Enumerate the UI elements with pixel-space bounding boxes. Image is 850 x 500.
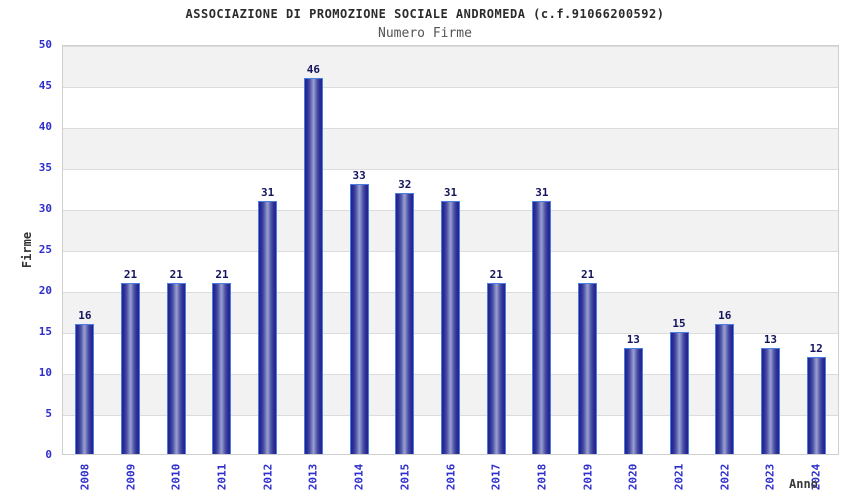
bar-2015 [395,193,414,454]
y-tick-50: 50 [38,38,52,51]
bar-value-label: 31 [535,186,549,199]
y-tick-40: 40 [38,120,52,133]
bar-2010 [167,283,186,454]
bar-2013 [304,78,323,454]
bar-value-label: 31 [261,186,275,199]
bar-2012 [258,201,277,454]
y-tick-5: 5 [45,407,52,420]
bar-value-label: 21 [489,268,503,281]
bar-2021 [670,332,689,454]
bar-2020 [624,348,643,454]
bar-2014 [350,184,369,454]
bar-value-label: 21 [123,268,138,281]
y-tick-0: 0 [45,448,52,461]
bar-2024 [807,357,826,454]
chart-title: ASSOCIAZIONE DI PROMOZIONE SOCIALE ANDRO… [185,7,665,21]
bar-value-label: 21 [169,268,183,281]
bar-2017 [487,283,506,454]
bar-2011 [212,283,231,454]
y-tick-10: 10 [38,366,52,379]
bar-value-label: 13 [763,333,778,346]
bar-value-label: 33 [352,169,366,182]
y-tick-30: 30 [38,202,52,215]
y-tick-25: 25 [38,243,52,256]
bar-value-label: 21 [215,268,229,281]
bar-2009 [121,283,140,454]
chart-subtitle: Numero Firme [378,26,472,41]
bar-value-label: 15 [672,317,686,330]
bar-value-label: 32 [398,178,412,191]
y-tick-20: 20 [38,284,52,297]
bar-value-label: 12 [809,342,823,355]
bar-value-label: 21 [580,268,595,281]
bar-value-label: 16 [718,309,732,322]
bar-2023 [761,348,780,454]
bar-value-label: 13 [626,333,640,346]
bar-2019 [578,283,597,454]
bar-2016 [441,201,460,454]
bar-value-label: 46 [306,63,320,76]
bar-value-label: 31 [443,186,458,199]
bar-2008 [75,324,94,454]
y-tick-15: 15 [38,325,52,338]
x-axis-title: Anno [789,477,818,491]
y-tick-45: 45 [38,79,52,92]
bar-2022 [715,324,734,454]
bar-value-label: 16 [78,309,92,322]
bar-2018 [532,201,551,454]
y-tick-35: 35 [38,161,52,174]
